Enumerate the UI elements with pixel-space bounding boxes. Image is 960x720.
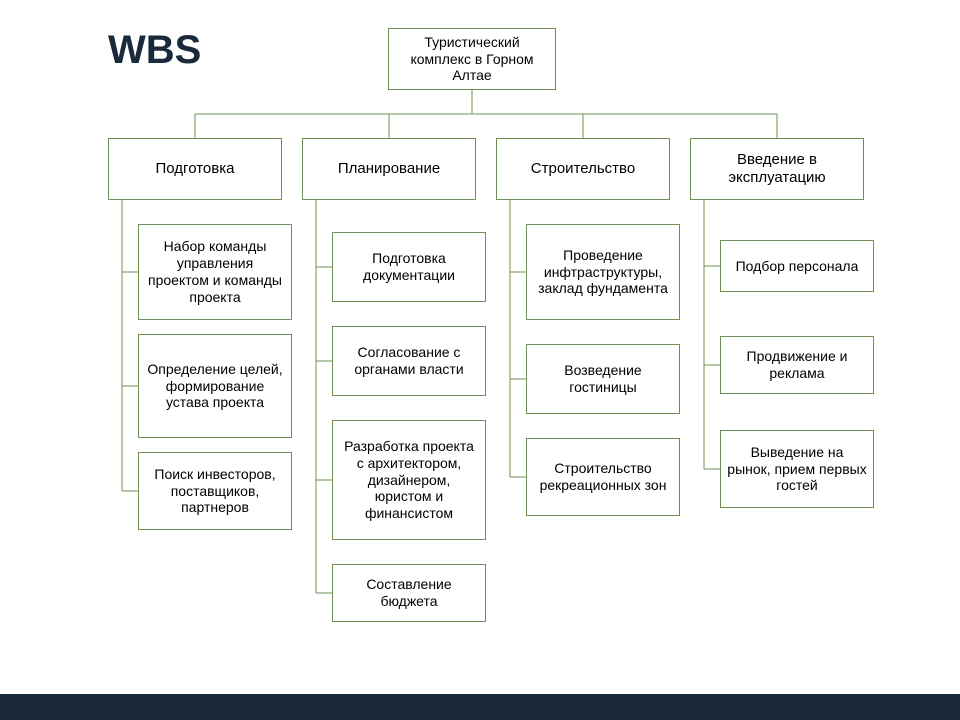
node-c1a: Набор команды управления проектом и кома… xyxy=(138,224,292,320)
footer-white-line xyxy=(0,688,960,694)
node-c4b: Продвижение и реклама xyxy=(720,336,874,394)
node-c4c: Выведение на рынок, прием первых гостей xyxy=(720,430,874,508)
node-c3b: Возведение гостиницы xyxy=(526,344,680,414)
node-c2: Планирование xyxy=(302,138,476,200)
node-c2c: Разработка проекта с архитектором, дизай… xyxy=(332,420,486,540)
node-c2d: Составление бюджета xyxy=(332,564,486,622)
node-c1b: Определение целей, формирование устава п… xyxy=(138,334,292,438)
node-c2b: Согласование с органами власти xyxy=(332,326,486,396)
wbs-diagram: { "type": "tree", "title": { "text": "WB… xyxy=(0,0,960,720)
diagram-title: WBS xyxy=(108,28,201,73)
node-c4a: Подбор персонала xyxy=(720,240,874,292)
node-c3: Строительство xyxy=(496,138,670,200)
node-c1: Подготовка xyxy=(108,138,282,200)
node-c1c: Поиск инвесторов, поставщиков, партнеров xyxy=(138,452,292,530)
node-c4: Введение в эксплуатацию xyxy=(690,138,864,200)
node-c3a: Проведение инфтраструктуры, заклад фунда… xyxy=(526,224,680,320)
node-root: Туристический комплекс в Горном Алтае xyxy=(388,28,556,90)
footer-bar xyxy=(0,694,960,720)
node-c2a: Подготовка документации xyxy=(332,232,486,302)
node-c3c: Строительство рекреационных зон xyxy=(526,438,680,516)
